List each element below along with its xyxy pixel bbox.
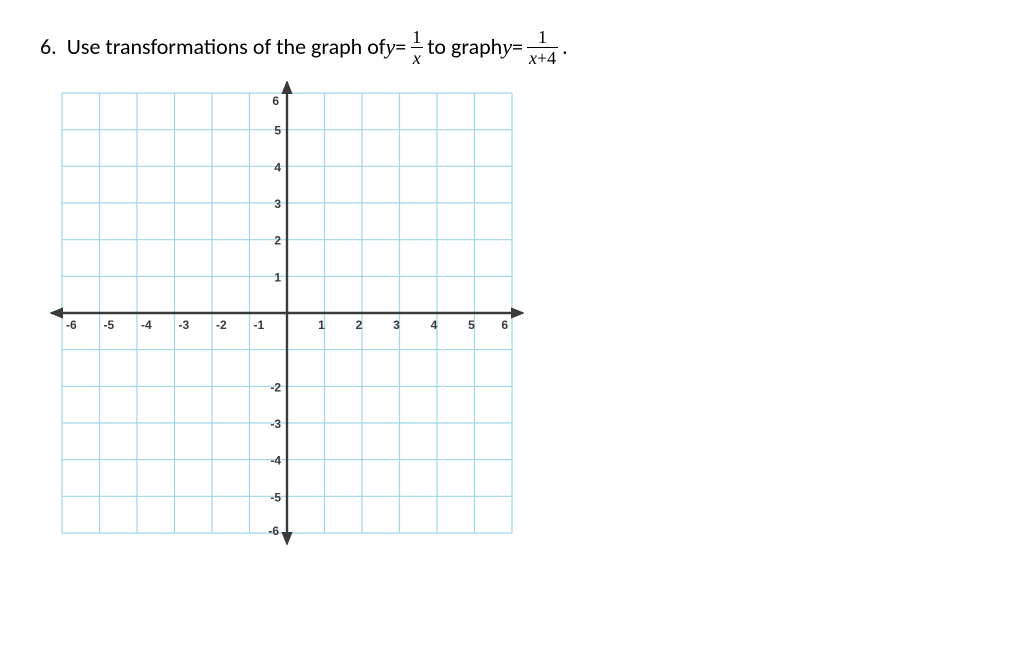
question-period: . [562,33,568,62]
svg-text:-4: -4 [270,454,281,468]
svg-text:-5: -5 [270,490,281,504]
coordinate-grid: 1 2 3 4 5 -5 -4 -3 -2 -1 -6 6 1 2 3 4 5 -2 -3 -4 -5 6 -6 [50,81,984,545]
eq2-frac-top: 1 [536,28,549,47]
svg-text:6: 6 [501,318,508,332]
eq1-fraction: 1 x [410,28,423,67]
question-text: 6. Use transformations of the graph of y… [40,28,984,67]
svg-text:5: 5 [274,124,281,138]
svg-text:1: 1 [318,318,325,332]
svg-text:-1: -1 [254,318,265,332]
svg-text:-2: -2 [270,380,281,394]
svg-text:3: 3 [393,318,400,332]
svg-text:1: 1 [274,270,281,284]
svg-text:-2: -2 [216,318,227,332]
svg-text:2: 2 [274,234,281,248]
svg-text:2: 2 [356,318,363,332]
eq1-frac-top: 1 [410,28,423,47]
eq2-fraction: 1 x+4 [527,28,558,67]
question-text-mid: to graph [427,33,502,62]
question-number: 6. [40,33,57,62]
eq1-equals: = [395,33,406,62]
eq2-equals: = [512,33,523,62]
svg-text:-4: -4 [141,318,152,332]
svg-text:3: 3 [274,197,281,211]
eq2-lhs: y [502,33,512,62]
svg-text:-3: -3 [179,318,190,332]
svg-text:-6: -6 [268,524,279,538]
svg-text:-5: -5 [104,318,115,332]
svg-text:6: 6 [272,94,279,108]
eq2-frac-bot: x+4 [527,47,558,67]
svg-text:4: 4 [431,318,438,332]
question-text-before: Use transformations of the graph of [67,33,386,62]
svg-text:-3: -3 [270,417,281,431]
svg-text:5: 5 [468,318,475,332]
grid-svg: 1 2 3 4 5 -5 -4 -3 -2 -1 -6 6 1 2 3 4 5 -2 -3 -4 -5 6 -6 [50,81,524,545]
svg-text:4: 4 [274,160,281,174]
eq1-lhs: y [386,33,396,62]
eq1-frac-bot: x [411,47,423,67]
svg-text:-6: -6 [66,318,77,332]
